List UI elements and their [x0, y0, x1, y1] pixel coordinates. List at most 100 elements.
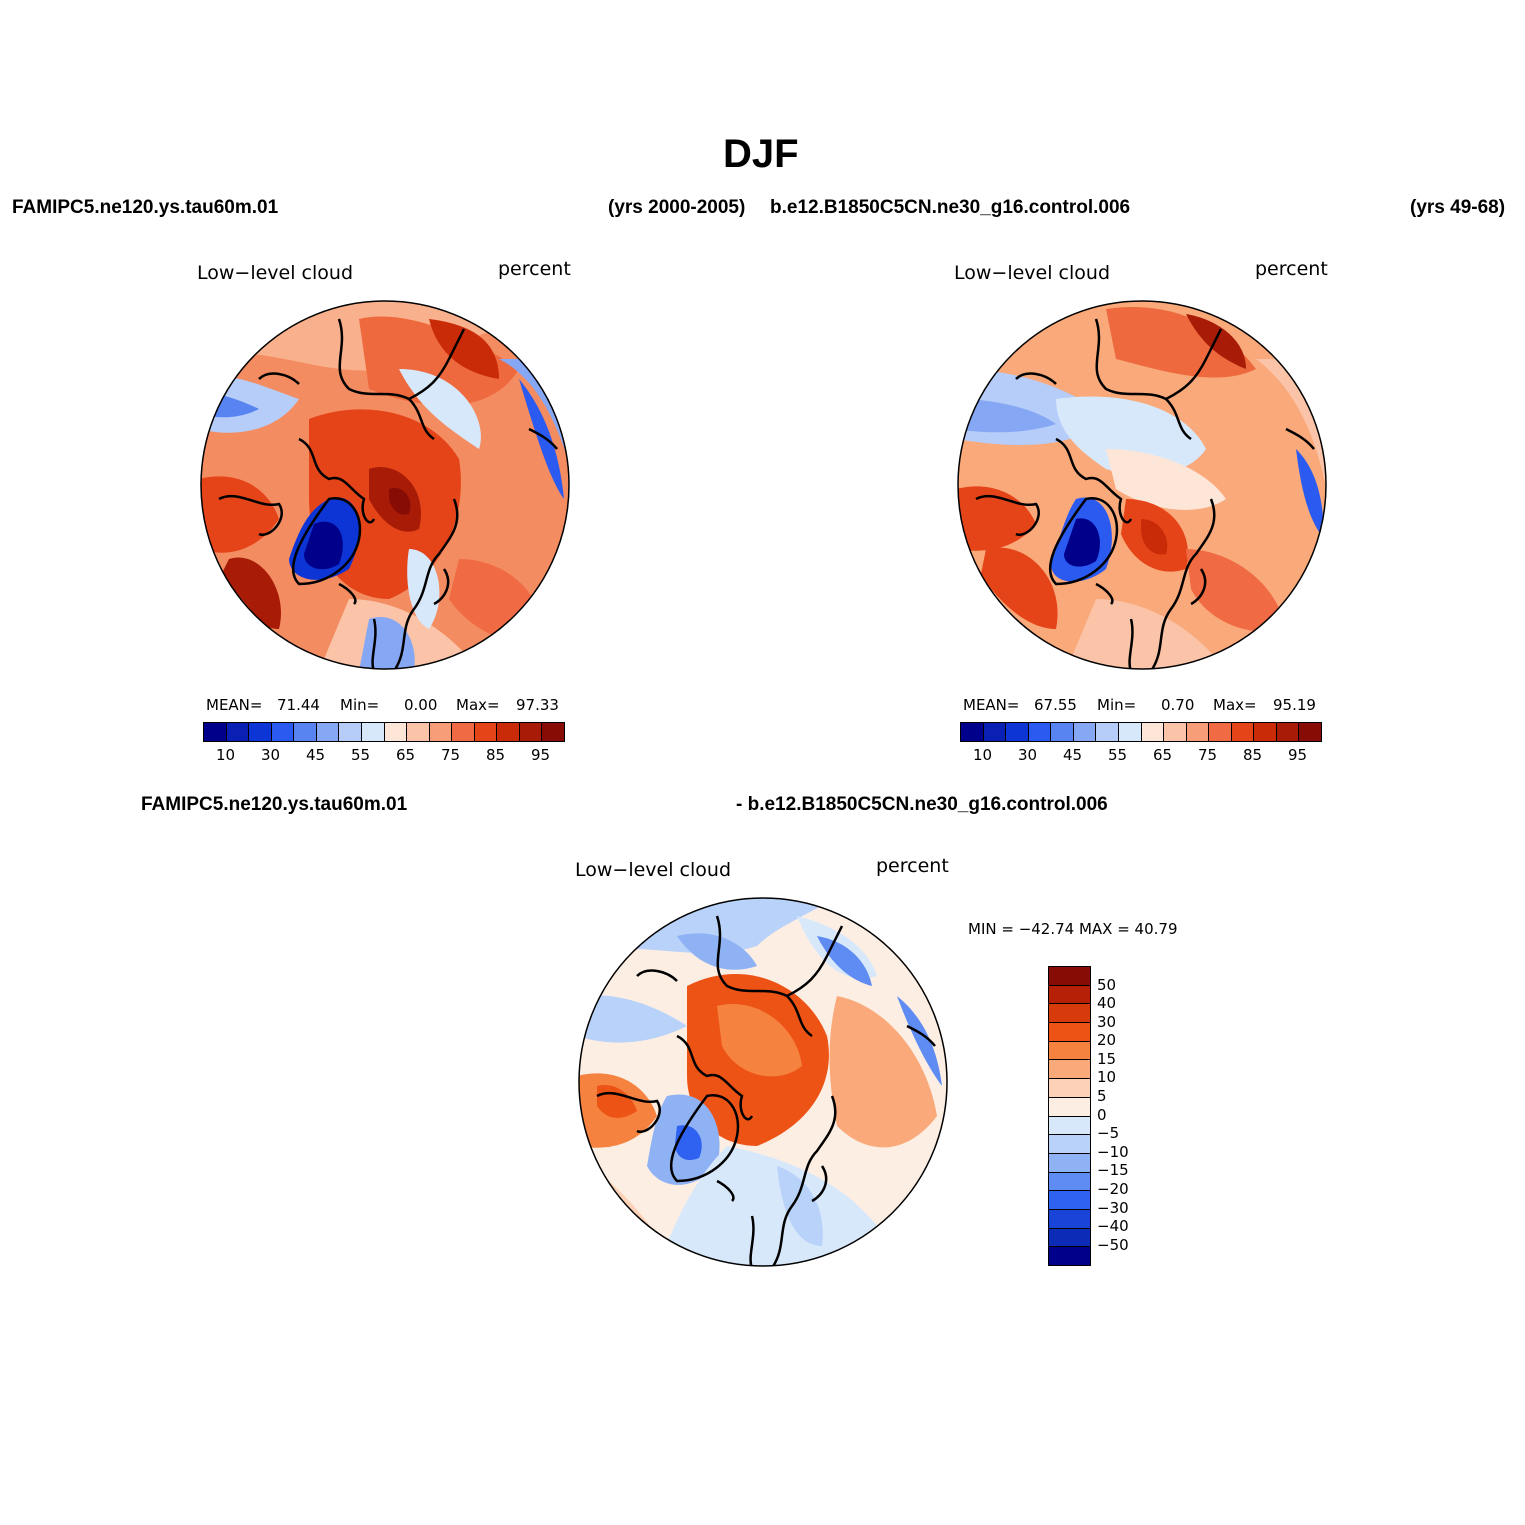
- colorbar-swatch: [519, 723, 543, 741]
- panel2-tick: 85: [1243, 746, 1263, 764]
- colorbar-swatch: [1028, 723, 1052, 741]
- diff-colorbar-ticks: 50 40 30 20 15 10 5 0 −5 −10 −15 −20 −30…: [1097, 966, 1157, 1264]
- colorbar-swatch: [1051, 723, 1074, 741]
- panel3-variable-label: Low−level cloud: [575, 859, 732, 881]
- diff-tick: 5: [1097, 1087, 1107, 1105]
- panel2-mean-value: 67.55: [1034, 696, 1077, 714]
- panel2-max-value: 95.19: [1273, 696, 1316, 714]
- panel1-colorbar: [203, 722, 565, 742]
- diff-tick: −40: [1097, 1217, 1129, 1235]
- panel2-polar-map: [957, 300, 1327, 670]
- panel1-tick: 45: [306, 746, 326, 764]
- panel3-minmax: MIN = −42.74 MAX = 40.79: [968, 920, 1178, 938]
- colorbar-swatch: [1049, 1060, 1090, 1080]
- diff-tick: 0: [1097, 1106, 1107, 1124]
- colorbar-swatch: [407, 723, 430, 741]
- colorbar-swatch: [249, 723, 272, 741]
- diff-tick: −10: [1097, 1143, 1129, 1161]
- panel1-tick: 10: [216, 746, 236, 764]
- colorbar-swatch: [1118, 723, 1142, 741]
- figure-title: DJF: [723, 132, 799, 176]
- colorbar-swatch: [474, 723, 498, 741]
- panel2-tick: 95: [1288, 746, 1308, 764]
- panel2-variable-label: Low−level cloud: [954, 262, 1111, 284]
- colorbar-swatch: [1164, 723, 1187, 741]
- colorbar-swatch: [1049, 1247, 1090, 1265]
- colorbar-swatch: [1049, 1004, 1090, 1024]
- diff-tick: −50: [1097, 1236, 1129, 1254]
- colorbar-swatch: [1231, 723, 1255, 741]
- panel1-max-value: 97.33: [516, 696, 559, 714]
- years-right: (yrs 49-68): [1410, 197, 1506, 218]
- panel2-tick: 10: [973, 746, 993, 764]
- diff-case-left: FAMIPC5.ne120.ys.tau60m.01: [141, 794, 408, 815]
- panel2-tick: 30: [1018, 746, 1038, 764]
- colorbar-swatch: [429, 723, 453, 741]
- panel1-tick: 75: [441, 746, 461, 764]
- colorbar-swatch: [1049, 967, 1090, 986]
- diff-case-right: - b.e12.B1850C5CN.ne30_g16.control.006: [736, 794, 1108, 815]
- colorbar-swatch: [204, 723, 227, 741]
- years-left: (yrs 2000-2005): [608, 197, 746, 218]
- colorbar-swatch: [339, 723, 362, 741]
- panel1-tick: 55: [351, 746, 371, 764]
- colorbar-swatch: [1049, 1041, 1090, 1061]
- colorbar-swatch: [1209, 723, 1232, 741]
- panel1-variable-label: Low−level cloud: [197, 262, 354, 284]
- colorbar-swatch: [1049, 1116, 1090, 1136]
- panel2-tick: 45: [1063, 746, 1083, 764]
- panel2-tick: 55: [1108, 746, 1128, 764]
- colorbar-swatch: [542, 723, 564, 741]
- colorbar-swatch: [961, 723, 984, 741]
- panel3-units-label: percent: [876, 855, 949, 877]
- diff-tick: 40: [1097, 994, 1117, 1012]
- panel1-tick: 85: [486, 746, 506, 764]
- panel1-tick: 65: [396, 746, 416, 764]
- panel2-tick: 75: [1198, 746, 1218, 764]
- diff-colorbar: [1048, 966, 1091, 1266]
- colorbar-swatch: [294, 723, 317, 741]
- colorbar-swatch: [1276, 723, 1300, 741]
- colorbar-swatch: [271, 723, 295, 741]
- colorbar-swatch: [1049, 1228, 1090, 1248]
- panel3-polar-map: [578, 897, 948, 1267]
- colorbar-swatch: [316, 723, 340, 741]
- panel1-mean-value: 71.44: [277, 696, 320, 714]
- colorbar-swatch: [1049, 985, 1090, 1005]
- colorbar-swatch: [1254, 723, 1277, 741]
- panel1-tick: 95: [531, 746, 551, 764]
- panel2-min-value: 0.70: [1161, 696, 1195, 714]
- panel1-mean-label: MEAN=: [206, 696, 263, 714]
- colorbar-swatch: [1049, 1191, 1090, 1210]
- panel1-min-label: Min=: [340, 696, 380, 714]
- diff-tick: 10: [1097, 1068, 1117, 1086]
- colorbar-swatch: [1299, 723, 1321, 741]
- diff-tick: 30: [1097, 1013, 1117, 1031]
- panel1-max-label: Max=: [456, 696, 500, 714]
- panel2-units-label: percent: [1255, 258, 1328, 280]
- panel2-min-label: Min=: [1097, 696, 1137, 714]
- diff-tick: 15: [1097, 1050, 1117, 1068]
- colorbar-swatch: [226, 723, 250, 741]
- colorbar-swatch: [384, 723, 408, 741]
- colorbar-swatch: [497, 723, 520, 741]
- colorbar-swatch: [452, 723, 475, 741]
- diff-tick: 20: [1097, 1031, 1117, 1049]
- panel2-colorbar-ticks: 10 30 45 55 65 75 85 95: [960, 746, 1322, 766]
- diff-tick: −30: [1097, 1199, 1129, 1217]
- colorbar-swatch: [361, 723, 385, 741]
- case-name-left: FAMIPC5.ne120.ys.tau60m.01: [12, 197, 279, 218]
- panel1-min-value: 0.00: [404, 696, 438, 714]
- case-name-right: b.e12.B1850C5CN.ne30_g16.control.006: [770, 197, 1131, 218]
- colorbar-swatch: [1049, 1172, 1090, 1192]
- panel2-tick: 65: [1153, 746, 1173, 764]
- colorbar-swatch: [1073, 723, 1097, 741]
- diff-tick: −20: [1097, 1180, 1129, 1198]
- panel2-colorbar: [960, 722, 1322, 742]
- panel1-polar-map: [200, 300, 570, 670]
- colorbar-swatch: [1049, 1135, 1090, 1154]
- colorbar-swatch: [1141, 723, 1165, 741]
- panel1-tick: 30: [261, 746, 281, 764]
- colorbar-swatch: [1186, 723, 1210, 741]
- colorbar-swatch: [1049, 1097, 1090, 1117]
